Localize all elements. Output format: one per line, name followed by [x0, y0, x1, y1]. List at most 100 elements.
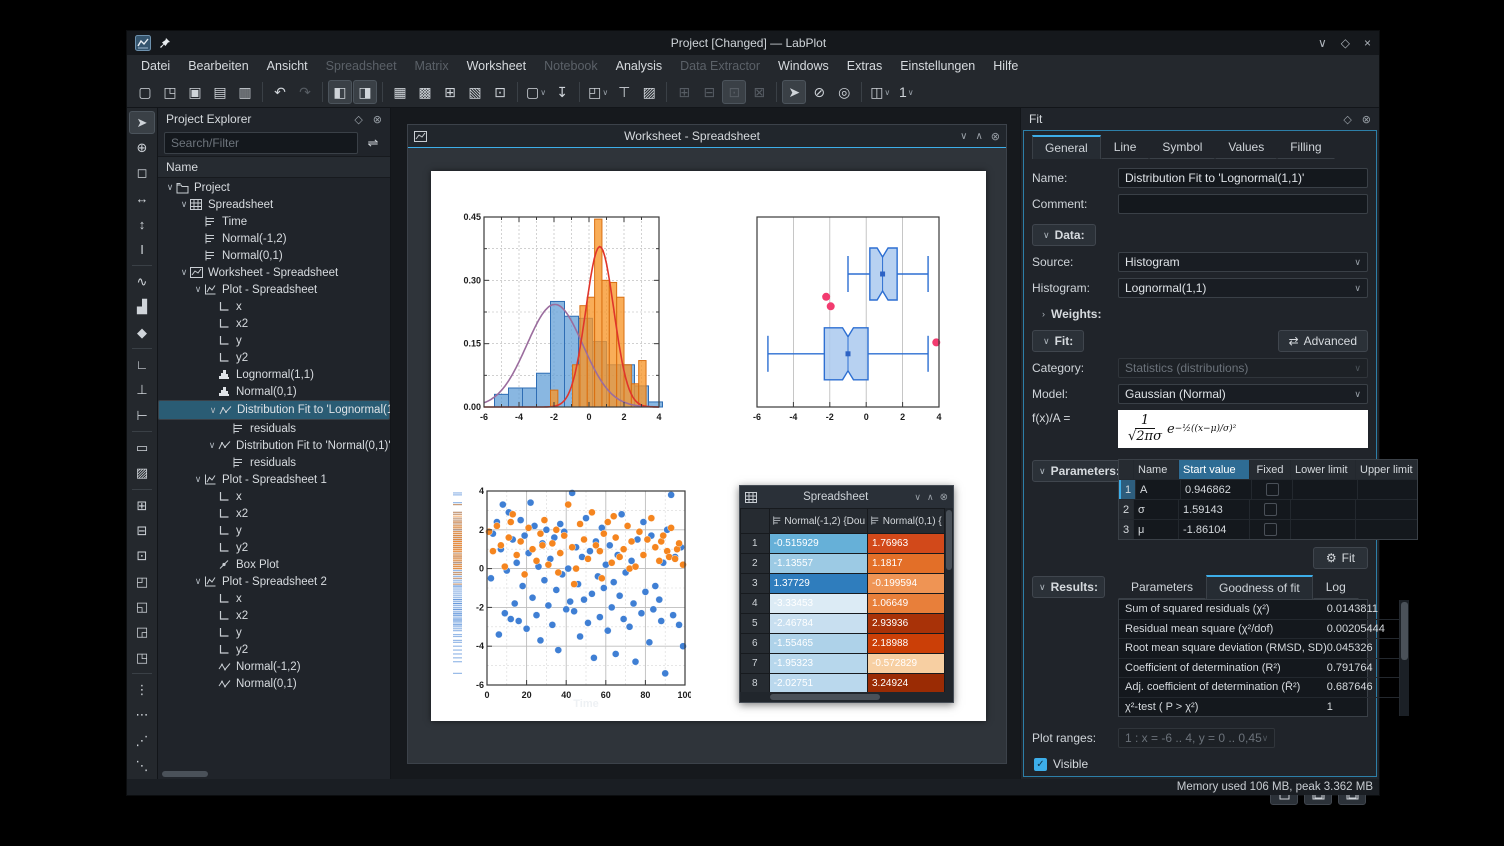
print-preview-icon[interactable]: ▥	[238, 83, 252, 100]
zoom-region-icon[interactable]: ◎	[838, 83, 851, 100]
ws-navigate-icon[interactable]: ⊕	[136, 140, 148, 156]
tree-item-y[interactable]: y	[158, 332, 390, 349]
data-section-button[interactable]: ∨ Data:	[1032, 224, 1096, 246]
search-input[interactable]	[164, 132, 358, 154]
select-pointer-icon[interactable]: ➤	[782, 80, 807, 104]
parameters-table[interactable]: Name Start value Fixed Lower limit Upper lim…	[1118, 459, 1418, 540]
box-plot[interactable]: -6 -4 -2 0 2 4	[747, 209, 947, 432]
tree-item-box-plot[interactable]: Box Plot	[158, 556, 390, 573]
filter-options-icon[interactable]: ⇌	[362, 132, 384, 154]
fit-dock-float-icon[interactable]: ◇	[1343, 113, 1352, 126]
tab-general[interactable]: General	[1032, 135, 1101, 159]
gof-row[interactable]: Residual mean square (χ²/dof) 0.00205444	[1119, 620, 1399, 639]
tree-item-worksheet-spreadsheet[interactable]: ∨ Worksheet - Spreadsheet	[158, 264, 390, 281]
ws-zoom-fit-icon[interactable]: ◳	[135, 649, 149, 665]
tree-item-y[interactable]: y	[158, 522, 390, 539]
add-xy-curve-icon[interactable]: ∿	[136, 273, 148, 289]
tree-item-x2[interactable]: x2	[158, 505, 390, 522]
tree-item-lognormal-1-1[interactable]: Lognormal(1,1)	[158, 366, 390, 383]
ss-row[interactable]: 4 -3.33453 1.06649	[740, 593, 945, 614]
add-boxplot-icon[interactable]: ◆	[137, 324, 147, 340]
ss-row[interactable]: 3 1.37729 -0.199594	[740, 573, 945, 594]
menu-extras[interactable]: Extras	[846, 59, 883, 73]
ws-cursor-icon[interactable]: I	[140, 241, 144, 257]
import-icon[interactable]: ↧	[556, 83, 568, 100]
tree-item-project[interactable]: ∨ Project	[158, 179, 390, 196]
expander-icon[interactable]: ∨	[194, 284, 202, 294]
expander-icon[interactable]: ∨	[180, 267, 188, 277]
ws-zoom-out-icon[interactable]: ⊟	[136, 522, 148, 538]
param-row[interactable]: 2 σ 1.59143	[1119, 500, 1417, 520]
expander-icon[interactable]: ∨	[166, 182, 174, 192]
move-handle-4-icon[interactable]: ⋱	[135, 758, 149, 774]
explorer-hscrollbar[interactable]	[158, 769, 390, 779]
tree-item-time[interactable]: Time	[158, 213, 390, 230]
comment-field[interactable]	[1118, 194, 1368, 214]
add-image-icon[interactable]: ▨	[642, 83, 656, 100]
gof-row[interactable]: Coefficient of determination (R²) 0.79176…	[1119, 659, 1399, 678]
toggle-project-explorer-icon[interactable]: ◧	[328, 80, 352, 104]
scatter-plot[interactable]: 0 20 40 60 80 100 -6 -4 -2 0 2 4 Time	[451, 485, 693, 714]
new-workbook-icon[interactable]: ⊞	[444, 83, 456, 100]
tree-item-plot-spreadsheet[interactable]: ∨ Plot - Spreadsheet	[158, 281, 390, 298]
tree-item-x[interactable]: x	[158, 590, 390, 607]
menu-analysis[interactable]: Analysis	[615, 59, 663, 73]
ss-row[interactable]: 5 -2.46784 2.93936	[740, 613, 945, 634]
move-handle-2-icon[interactable]: ⋯	[135, 707, 149, 723]
add-axis2-icon[interactable]: ⊢	[136, 407, 148, 423]
new-worksheet-icon[interactable]: ▧	[468, 83, 482, 100]
tree-item-plot-spreadsheet-2[interactable]: ∨ Plot - Spreadsheet 2	[158, 573, 390, 590]
save-project-icon[interactable]: ▣	[188, 83, 202, 100]
ss-row[interactable]: 7 -1.95323 -0.572829	[740, 653, 945, 674]
tree-item-plot-spreadsheet-1[interactable]: ∨ Plot - Spreadsheet 1	[158, 471, 390, 488]
add-histogram-axis-icon[interactable]: ⊥	[136, 382, 148, 398]
new-matrix-icon[interactable]: ▩	[418, 83, 432, 100]
tree-item-y[interactable]: y	[158, 624, 390, 641]
subwindow-shade-icon[interactable]: ∨	[960, 130, 968, 142]
dock-close-icon[interactable]: ⊗	[372, 113, 382, 126]
visible-checkbox[interactable]: ✓	[1034, 757, 1047, 771]
ss-column-header[interactable]: Normal(-1,2) {Dou	[768, 508, 869, 534]
advanced-button[interactable]: ⇄ Advanced	[1277, 330, 1368, 352]
tree-item-normal-0-1[interactable]: Normal(0,1)	[158, 675, 390, 692]
ws-zoom-y-icon[interactable]: ↕	[138, 216, 146, 232]
tree-item-distribution-fit-to-lognormal-1-1[interactable]: ∨ Distribution Fit to 'Lognormal(1,1)'	[158, 400, 390, 420]
tree-column-header[interactable]: Name	[158, 156, 390, 178]
layout-icon[interactable]: ◫ ∨	[870, 83, 891, 100]
ws-zoom-select-icon[interactable]: ◻	[136, 165, 148, 181]
ss-row[interactable]: 8 -2.02751 3.24924	[740, 673, 945, 694]
tree-item-y2[interactable]: y2	[158, 641, 390, 658]
ss-row[interactable]: 2 -1.13557 1.1817	[740, 553, 945, 574]
fit-dock-close-icon[interactable]: ⊗	[1361, 113, 1371, 126]
tree-item-x[interactable]: x	[158, 298, 390, 315]
add-histogram-icon[interactable]: ▟	[137, 299, 147, 315]
spreadsheet-hscrollbar[interactable]	[740, 692, 953, 702]
add-axis-icon[interactable]: ∟	[135, 357, 149, 373]
menu-hilfe[interactable]: Hilfe	[993, 59, 1019, 73]
histogram-select[interactable]: Lognormal(1,1) ∨	[1118, 278, 1368, 298]
tree-item-residuals[interactable]: residuals	[158, 454, 390, 471]
name-field[interactable]: Distribution Fit to 'Lognormal(1,1)'	[1118, 168, 1368, 188]
minimize-icon[interactable]: ∨	[1317, 36, 1327, 50]
tree-item-x[interactable]: x	[158, 488, 390, 505]
spreadsheet-vscrollbar[interactable]	[945, 508, 953, 692]
tree-item-spreadsheet[interactable]: ∨ Spreadsheet	[158, 196, 390, 213]
spreadsheet-window-titlebar[interactable]: Spreadsheet ∨ ∧ ⊗	[740, 486, 953, 508]
spreadsheet-table[interactable]: Normal(-1,2) {Dou Normal(0,1) {1 -0.51592…	[740, 508, 945, 694]
tree-item-normal-1-2[interactable]: Normal(-1,2)	[158, 658, 390, 675]
menu-windows[interactable]: Windows	[778, 59, 829, 73]
menu-worksheet[interactable]: Worksheet	[466, 59, 527, 73]
histogram-plot[interactable]: -6 -4 -2 0 2 4 0.00 0.15 0.30 0.45	[457, 209, 664, 432]
tree-item-normal-1-2[interactable]: Normal(-1,2)	[158, 230, 390, 247]
tab-filling[interactable]: Filling	[1277, 135, 1335, 159]
source-select[interactable]: Histogram ∨	[1118, 252, 1368, 272]
crosshair-cursor-icon[interactable]: ⊘	[813, 83, 826, 100]
expander-icon[interactable]: ∨	[194, 576, 202, 586]
ws-zoom-fit-y-icon[interactable]: ◲	[135, 624, 149, 640]
menu-datei[interactable]: Datei	[141, 59, 171, 73]
move-handle-3-icon[interactable]: ⋰	[135, 732, 149, 748]
tree-item-x2[interactable]: x2	[158, 315, 390, 332]
fixed-checkbox[interactable]	[1265, 483, 1279, 496]
model-select[interactable]: Gaussian (Normal) ∨	[1118, 384, 1368, 404]
menu-ansicht[interactable]: Ansicht	[266, 59, 308, 73]
